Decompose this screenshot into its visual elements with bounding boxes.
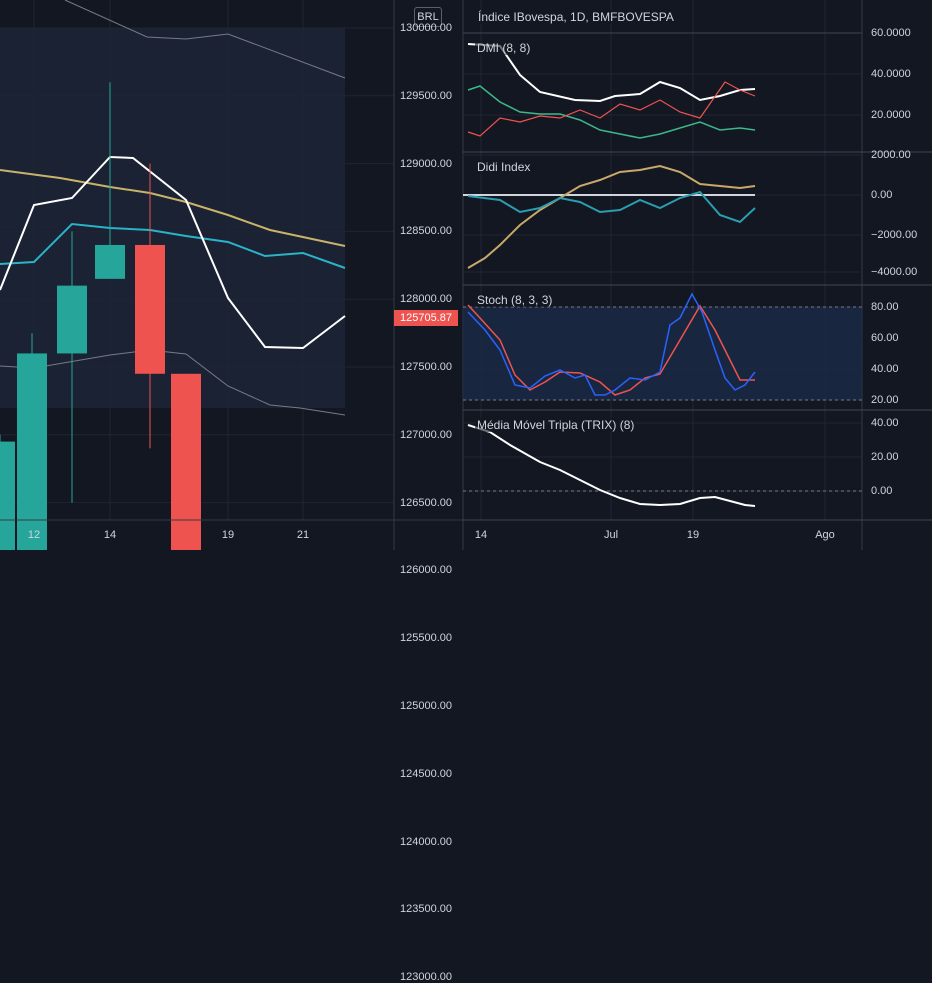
price-tick-label: 124500.00	[400, 767, 452, 780]
candle-body	[135, 244, 165, 374]
indicator-tick-label: 40.00	[871, 363, 899, 375]
overlay-line	[0, 169, 346, 247]
time-tick-label: 19	[221, 529, 235, 541]
indicator-title: Média Móvel Tripla (TRIX) (8)	[475, 418, 637, 432]
indicator-tick-label: 60.0000	[871, 27, 911, 39]
indicator-line	[467, 190, 756, 224]
overlay-line	[0, 349, 346, 416]
indicator-tick-label: 20.00	[871, 451, 899, 463]
indicator-tick-label: 2000.00	[871, 149, 911, 161]
price-tick-label: 123000.00	[400, 971, 452, 983]
indicator-tick-label: 0.00	[871, 189, 893, 201]
candle-body	[57, 285, 87, 354]
chart-canvas[interactable]	[0, 0, 932, 550]
price-tick-label: 123500.00	[400, 903, 452, 916]
price-tick-label: 125500.00	[400, 632, 452, 645]
indicator-panels	[463, 0, 932, 521]
price-tick-label: 127500.00	[400, 361, 452, 373]
indicator-tick-label: 40.00	[871, 417, 899, 429]
candle-body	[95, 244, 125, 279]
overlay-line	[0, 222, 346, 269]
price-tick-label: 130000.00	[400, 22, 452, 34]
indicator-line	[467, 304, 755, 396]
price-tick-label: 124000.00	[400, 835, 452, 848]
indicator-tick-label: 20.0000	[871, 109, 911, 121]
indicator-time-tick: 14	[474, 529, 488, 541]
price-tick-label: 129000.00	[400, 157, 452, 170]
overlay-line	[64, 0, 346, 79]
indicator-tick-label: −4000.00	[871, 266, 918, 278]
indicator-tick-label: 80.00	[871, 301, 899, 313]
overlay-line	[0, 155, 346, 350]
indicator-tick-label: 60.00	[871, 332, 899, 344]
indicator-tick-label: 0.00	[871, 485, 893, 497]
price-tick-label: 126000.00	[400, 564, 452, 577]
candle-body	[0, 441, 15, 550]
indicator-line	[467, 43, 756, 103]
bollinger-bands	[0, 0, 346, 416]
indicator-tick-label: −2000.00	[871, 229, 918, 241]
chart-title: Índice IBovespa, 1D, BMFBOVESPA	[476, 10, 676, 24]
bollinger-band-fill	[0, 28, 345, 408]
price-tick-label: 126500.00	[400, 496, 452, 509]
indicator-line	[467, 85, 756, 139]
indicator-title: Stoch (8, 3, 3)	[475, 293, 555, 307]
indicator-time-tick: Jul	[603, 529, 619, 541]
indicator-line	[467, 424, 756, 507]
indicator-line	[467, 292, 756, 396]
indicator-tick-label: 40.0000	[871, 68, 911, 80]
candle-body	[17, 353, 47, 550]
last-price-label: 125705.87	[394, 310, 458, 326]
indicator-time-tick: 19	[686, 529, 700, 541]
price-tick-label: 128500.00	[400, 225, 452, 238]
indicator-tick-label: 20.00	[871, 394, 899, 406]
indicator-title: DMI (8, 8)	[475, 41, 533, 55]
price-tick-label: 127000.00	[400, 428, 452, 441]
indicator-line	[467, 81, 756, 137]
price-tick-label: 129500.00	[400, 89, 452, 102]
price-tick-label: 125000.00	[400, 700, 452, 712]
price-tick-label: 128000.00	[400, 293, 452, 306]
indicator-title: Didi Index	[475, 160, 533, 174]
time-tick-label: 21	[296, 529, 310, 541]
currency-badge[interactable]: BRL	[414, 7, 442, 27]
time-tick-label: 14	[103, 529, 117, 541]
indicator-line	[467, 164, 756, 269]
time-tick-label: 12	[27, 529, 41, 541]
candle-body	[171, 373, 201, 550]
indicator-time-tick: Ago	[815, 529, 835, 541]
main-grid	[0, 0, 394, 520]
candlesticks	[0, 82, 201, 550]
